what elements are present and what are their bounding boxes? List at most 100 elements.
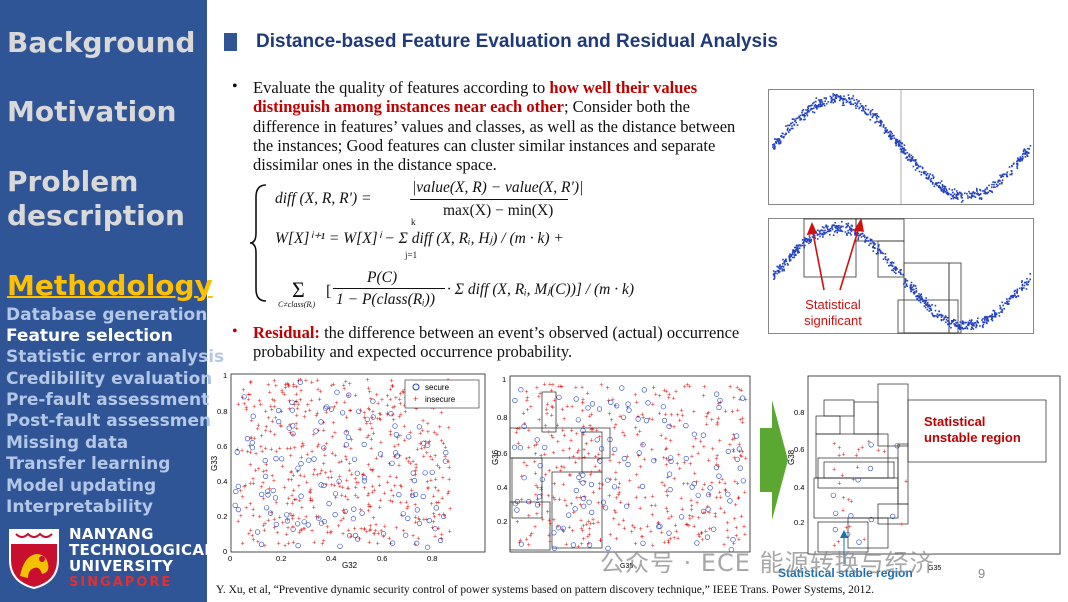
insecure-point: +	[546, 493, 550, 500]
secure-point	[608, 399, 614, 406]
insecure-point: +	[687, 523, 691, 530]
sidebar-section-description[interactable]: description	[7, 199, 185, 232]
insecure-point: +	[614, 422, 618, 429]
insecure-point: +	[570, 428, 574, 435]
sidebar-item-post-fault-assessment[interactable]: Post-fault assessment	[6, 411, 220, 431]
insecure-point: +	[338, 484, 342, 491]
scatter1-xlabel: G32	[342, 561, 358, 570]
sidebar-item-database-generation[interactable]: Database generation	[6, 305, 208, 325]
sine-point	[804, 114, 806, 117]
insecure-point: +	[734, 533, 738, 540]
insecure-point: +	[290, 477, 294, 484]
sine-point	[1001, 311, 1003, 313]
sine-point	[1011, 165, 1013, 168]
insecure-point: +	[403, 437, 407, 444]
sine-point	[839, 95, 842, 97]
sidebar-section-methodology[interactable]: Methodology	[7, 269, 213, 302]
insecure-point: +	[640, 534, 644, 541]
insecure-point: +	[345, 429, 349, 436]
sine-point	[1009, 295, 1012, 298]
sine-point	[890, 264, 893, 267]
sidebar-section-background[interactable]: Background	[7, 26, 196, 59]
sine-point	[824, 229, 826, 232]
secure-point	[233, 488, 239, 495]
insecure-point: +	[634, 425, 638, 432]
sine-point	[782, 263, 784, 265]
sine-point	[835, 96, 837, 98]
secure-point	[580, 427, 586, 434]
secure-point	[343, 430, 349, 436]
insecure-point: +	[312, 505, 316, 512]
secure-point	[588, 481, 595, 488]
sidebar-item-model-updating[interactable]: Model updating	[6, 476, 157, 496]
insecure-point: +	[433, 485, 437, 492]
insecure-point: +	[299, 377, 303, 384]
sine-point	[842, 225, 844, 228]
sine-point	[827, 101, 830, 103]
insecure-point: +	[641, 415, 645, 422]
sidebar-item-statistic-error-analysis[interactable]: Statistic error analysis	[6, 347, 225, 367]
sidebar-item-feature-selection[interactable]: Feature selection	[6, 326, 173, 346]
sine-point	[791, 121, 794, 124]
sine-point	[849, 227, 852, 230]
insecure-point: +	[688, 384, 692, 391]
sine-point	[863, 106, 865, 109]
insecure-point: +	[742, 524, 746, 531]
insecure-point: +	[280, 464, 284, 471]
insecure-point: +	[365, 529, 369, 536]
sine-point	[977, 317, 979, 320]
sine-point	[789, 260, 791, 262]
insecure-point: +	[250, 533, 254, 540]
tick-label: 0	[223, 547, 227, 556]
secure-point	[414, 507, 420, 513]
insecure-point: +	[379, 528, 383, 535]
insecure-point: +	[556, 524, 560, 531]
sine-point	[955, 197, 957, 199]
sine-point	[773, 272, 776, 275]
insecure-point: +	[257, 466, 261, 473]
secure-point	[867, 465, 873, 472]
sine-point	[834, 229, 837, 232]
insecure-point: +	[272, 478, 276, 485]
sidebar-item-missing-data[interactable]: Missing data	[6, 433, 129, 453]
secure-point	[626, 407, 632, 413]
insecure-point: +	[720, 477, 724, 484]
scatter-plot-g32-g33: ++++++++++++++++++++++++++++++++++++++++…	[211, 368, 491, 574]
insecure-point: +	[658, 393, 662, 400]
sidebar-item-interpretability[interactable]: Interpretability	[6, 497, 154, 517]
insecure-point: +	[305, 480, 309, 487]
sine-point	[895, 269, 897, 271]
insecure-point: +	[666, 538, 670, 545]
sidebar-item-pre-fault-assessment[interactable]: Pre-fault assessment	[6, 390, 210, 410]
sine-point	[785, 132, 787, 135]
sine-point	[976, 187, 978, 190]
secure-point	[334, 389, 340, 395]
sidebar-section-problem[interactable]: Problem	[7, 165, 139, 198]
insecure-point: +	[561, 447, 565, 454]
secure-point	[306, 457, 312, 463]
sine-point	[845, 101, 848, 104]
secure-point	[305, 522, 311, 528]
secure-point	[711, 526, 717, 532]
insecure-point: +	[413, 472, 417, 479]
insecure-point: +	[588, 423, 592, 430]
insecure-point: +	[278, 445, 282, 452]
insecure-point: +	[299, 527, 303, 534]
insecure-point: +	[700, 530, 704, 537]
insecure-point: +	[297, 483, 301, 490]
insecure-point: +	[250, 417, 254, 424]
secure-point	[704, 534, 711, 540]
sine-point	[834, 221, 836, 224]
insecure-point: +	[435, 431, 439, 438]
ntu-name-line4: SINGAPORE	[69, 575, 173, 590]
sine-point	[781, 270, 784, 272]
sine-point	[872, 245, 874, 248]
sidebar-section-motivation[interactable]: Motivation	[7, 95, 177, 128]
sine-point	[808, 111, 810, 113]
insecure-point: +	[273, 398, 277, 405]
sine-point	[785, 260, 788, 263]
sidebar-item-credibility-evaluation[interactable]: Credibility evaluation	[6, 369, 213, 389]
insecure-point: +	[371, 431, 375, 438]
sidebar-item-transfer-learning[interactable]: Transfer learning	[6, 454, 171, 474]
insecure-point: +	[262, 522, 266, 529]
